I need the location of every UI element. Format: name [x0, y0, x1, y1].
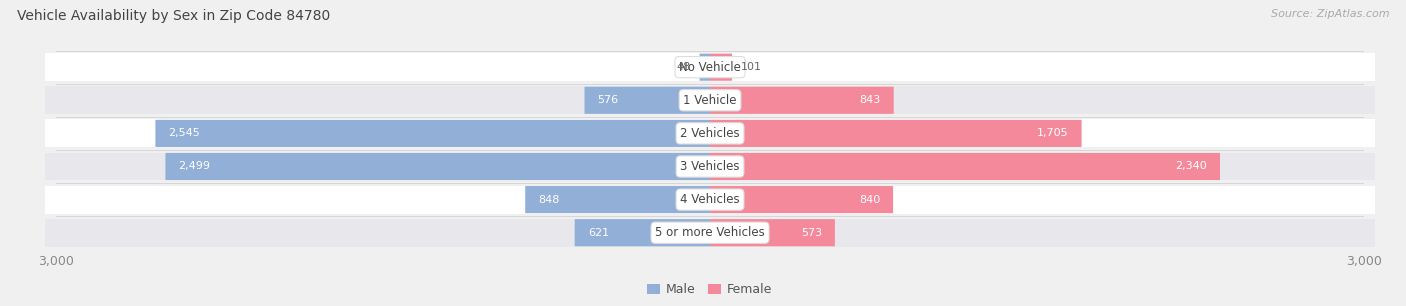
Text: 621: 621 — [588, 228, 609, 238]
Text: 48: 48 — [676, 62, 690, 72]
Text: Vehicle Availability by Sex in Zip Code 84780: Vehicle Availability by Sex in Zip Code … — [17, 9, 330, 23]
Bar — [45, 153, 1375, 181]
Text: 1 Vehicle: 1 Vehicle — [683, 94, 737, 107]
Bar — [45, 86, 1375, 114]
Text: 2,340: 2,340 — [1175, 162, 1206, 171]
Text: 5 or more Vehicles: 5 or more Vehicles — [655, 226, 765, 239]
FancyBboxPatch shape — [585, 87, 710, 114]
Bar — [45, 53, 1375, 81]
Text: 101: 101 — [741, 62, 762, 72]
FancyBboxPatch shape — [710, 87, 894, 114]
FancyBboxPatch shape — [710, 186, 893, 213]
Text: 2,545: 2,545 — [169, 129, 200, 138]
FancyBboxPatch shape — [166, 153, 710, 180]
Bar — [45, 186, 1375, 214]
Text: No Vehicle: No Vehicle — [679, 61, 741, 74]
Text: 1,705: 1,705 — [1036, 129, 1069, 138]
FancyBboxPatch shape — [156, 120, 710, 147]
Text: 3 Vehicles: 3 Vehicles — [681, 160, 740, 173]
FancyBboxPatch shape — [700, 54, 710, 81]
FancyBboxPatch shape — [526, 186, 710, 213]
FancyBboxPatch shape — [710, 120, 1081, 147]
Text: 843: 843 — [859, 95, 880, 105]
Legend: Male, Female: Male, Female — [643, 278, 778, 301]
Text: 573: 573 — [800, 228, 823, 238]
Bar — [45, 219, 1375, 247]
Text: 4 Vehicles: 4 Vehicles — [681, 193, 740, 206]
Text: 576: 576 — [598, 95, 619, 105]
Text: 2,499: 2,499 — [179, 162, 211, 171]
FancyBboxPatch shape — [710, 54, 733, 81]
Text: 840: 840 — [859, 195, 880, 205]
Text: 2 Vehicles: 2 Vehicles — [681, 127, 740, 140]
FancyBboxPatch shape — [710, 219, 835, 246]
Text: 848: 848 — [538, 195, 560, 205]
Bar — [45, 119, 1375, 147]
Text: Source: ZipAtlas.com: Source: ZipAtlas.com — [1271, 9, 1389, 19]
FancyBboxPatch shape — [710, 153, 1220, 180]
FancyBboxPatch shape — [575, 219, 710, 246]
